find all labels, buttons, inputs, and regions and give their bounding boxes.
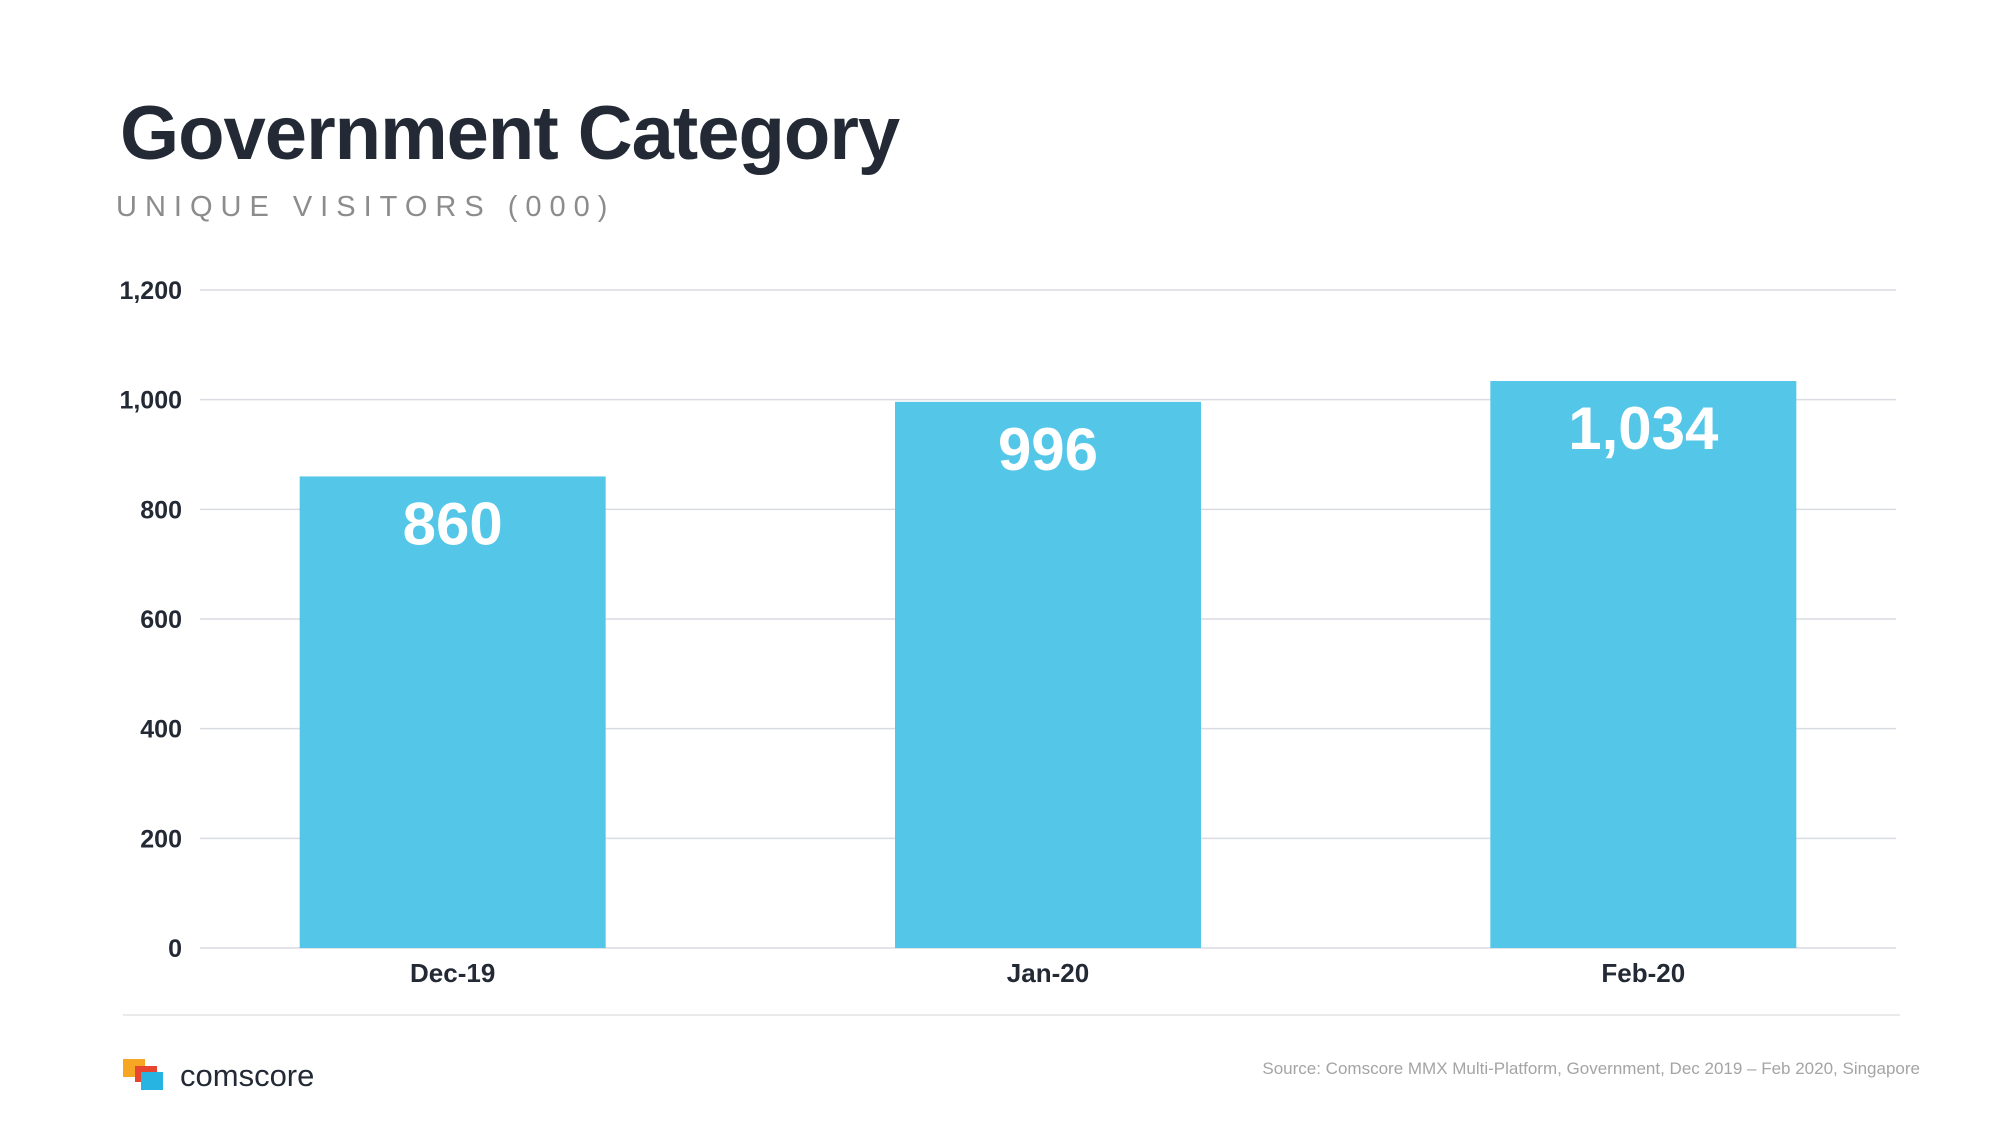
x-tick-label: Dec-19: [410, 958, 495, 988]
y-tick-label: 0: [168, 935, 182, 963]
source-note: Source: Comscore MMX Multi-Platform, Gov…: [1262, 1059, 1920, 1078]
y-tick-label: 200: [140, 825, 182, 853]
bar-chart: 0 200 400 600 800 1,000 1,200 860 Dec-19 996 Jan-2…: [119, 277, 1896, 988]
bar: [1490, 381, 1797, 949]
x-tick-label: Jan-20: [1007, 958, 1089, 988]
comscore-logo-icon: [123, 1059, 164, 1091]
bar: [895, 401, 1201, 948]
bar: [299, 476, 606, 948]
y-tick-label: 1,200: [119, 277, 182, 305]
logo-text: comscore: [180, 1057, 315, 1093]
page-title: Government Category: [120, 91, 900, 176]
y-tick-label: 800: [140, 496, 182, 524]
chart-subtitle: UNIQUE VISITORS (000): [116, 191, 616, 223]
y-tick-label: 400: [140, 716, 182, 744]
comscore-logo: comscore: [123, 1057, 314, 1093]
bar-value-label: 996: [998, 416, 1098, 483]
y-tick-label: 1,000: [119, 387, 182, 415]
bar-value-label: 860: [403, 490, 503, 557]
footer-divider: [123, 1014, 1900, 1016]
bar-value-label: 1,034: [1568, 395, 1719, 462]
x-tick-label: Feb-20: [1601, 958, 1685, 988]
y-tick-label: 600: [140, 606, 182, 634]
